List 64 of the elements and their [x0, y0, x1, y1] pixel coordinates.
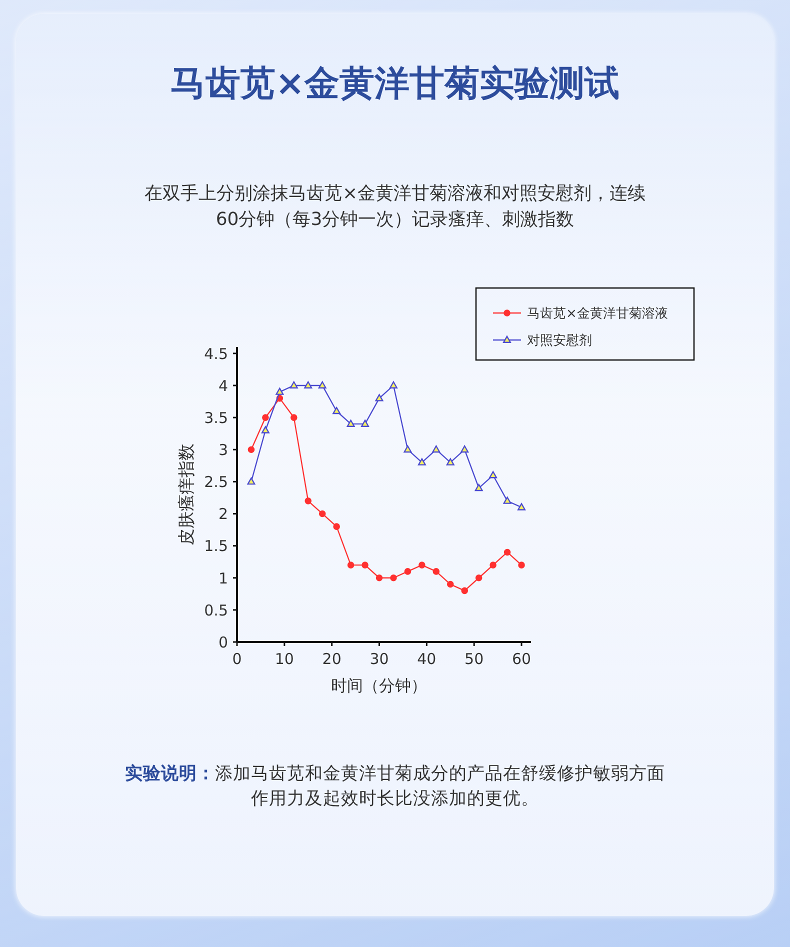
- point: [432, 568, 440, 575]
- point: [474, 484, 483, 492]
- legend-label: 对照安慰剂: [527, 332, 592, 349]
- point: [460, 445, 469, 453]
- point: [475, 574, 482, 582]
- chart-title: 马齿苋×金黄洋甘菊实验测试: [170, 64, 620, 104]
- y-tick-label: 0: [218, 633, 228, 652]
- x-tick-label: 60: [512, 650, 532, 668]
- x-tick-label: 0: [232, 650, 242, 668]
- point: [333, 523, 340, 530]
- x-tick-label: 20: [322, 650, 342, 668]
- point: [318, 510, 326, 518]
- legend-label: 马齿苋×金黄洋甘菊溶液: [527, 306, 668, 322]
- point: [461, 587, 468, 594]
- chart-subtitle: 在双手上分别涂抹马齿苋×金黄洋甘菊溶液和对照安慰剂，连续60分钟（每3分钟一次）记录瘙痒、刺激指数: [144, 183, 646, 230]
- y-tick-label: 3.5: [204, 408, 228, 427]
- point: [362, 562, 368, 568]
- point: [518, 503, 526, 510]
- text: 实验说明：: [125, 763, 215, 784]
- point: [290, 381, 298, 388]
- point: [404, 568, 412, 575]
- point: [361, 420, 370, 427]
- point: [390, 574, 397, 582]
- point: [418, 562, 426, 568]
- text: 添加马齿苋和金黄洋甘菊成分的产品在舒缓修护敏弱方面作用力及起效时长比没添加的更优。: [215, 763, 665, 809]
- point: [490, 562, 496, 568]
- point: [418, 458, 426, 466]
- point: [318, 381, 326, 388]
- point: [290, 414, 298, 421]
- x-tick-label: 30: [370, 650, 389, 668]
- point: [247, 477, 256, 485]
- point: [276, 388, 284, 395]
- x-axis-title: 时间（分钟）: [331, 676, 427, 695]
- y-tick-label: 0.5: [204, 601, 228, 620]
- y-tick-label: 4: [218, 376, 228, 395]
- y-tick-label: 2: [218, 505, 228, 524]
- point: [446, 458, 454, 466]
- x-tick-label: 10: [274, 650, 294, 668]
- y-tick-label: 4.5: [204, 344, 228, 363]
- y-tick-label: 2.5: [204, 473, 228, 492]
- y-tick-label: 3: [218, 441, 228, 460]
- y-tick-label: 1.5: [204, 537, 228, 556]
- point: [503, 496, 512, 504]
- point: [489, 471, 498, 478]
- point: [518, 562, 525, 568]
- point: [332, 406, 341, 414]
- point: [389, 381, 398, 388]
- y-axis-title: 皮肤瘙痒指数: [177, 444, 197, 546]
- y-tick-label: 1: [218, 569, 228, 588]
- x-tick-label: 40: [417, 650, 436, 668]
- point: [404, 445, 412, 453]
- point: [432, 445, 440, 453]
- point: [446, 580, 454, 588]
- point: [504, 548, 511, 556]
- x-tick-label: 50: [464, 650, 484, 668]
- point: [375, 394, 384, 402]
- point: [262, 414, 269, 421]
- point: [347, 562, 354, 568]
- point: [376, 574, 383, 582]
- point: [304, 498, 312, 504]
- point: [261, 426, 270, 434]
- point: [304, 381, 312, 388]
- point: [248, 446, 255, 454]
- point: [346, 420, 355, 427]
